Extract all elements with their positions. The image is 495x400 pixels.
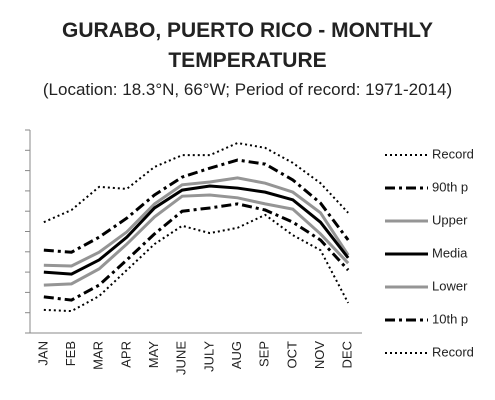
series-line [43,184,350,276]
series-line [43,213,350,313]
legend-label: Media [432,245,468,260]
legend-label: Record [432,146,474,161]
x-tick-label: AUG [229,341,244,369]
x-tick-label: SEP [257,341,272,367]
series-line [43,141,349,224]
x-tick-label: DEC [340,341,355,368]
x-tick-label: NOV [312,341,327,370]
legend-label: Record [432,344,474,359]
series-line [43,193,350,287]
x-tick-label: JULY [201,341,216,372]
series-line [43,202,350,302]
legend-label: Upper [432,212,468,227]
chart-title: GURABO, PUERTO RICO - MONTHLY TEMPERATUR… [61,19,434,72]
x-tick-label: OCT [284,341,299,369]
x-tick-label: JUNE [174,341,189,375]
legend-label: 10th p [432,311,468,326]
x-tick-label: MAR [91,341,106,370]
x-tick-label: FEB [63,341,78,366]
legend-label: Lower [432,278,468,293]
chart-subtitle: (Location: 18.3°N, 66°W; Period of recor… [42,80,453,99]
x-tick-label: JAN [35,341,50,366]
x-tick-label: MAY [146,341,161,369]
series-line [43,176,350,268]
legend-label: 90th p [432,179,468,194]
series-line [43,158,350,254]
x-tick-label: APR [118,341,133,368]
